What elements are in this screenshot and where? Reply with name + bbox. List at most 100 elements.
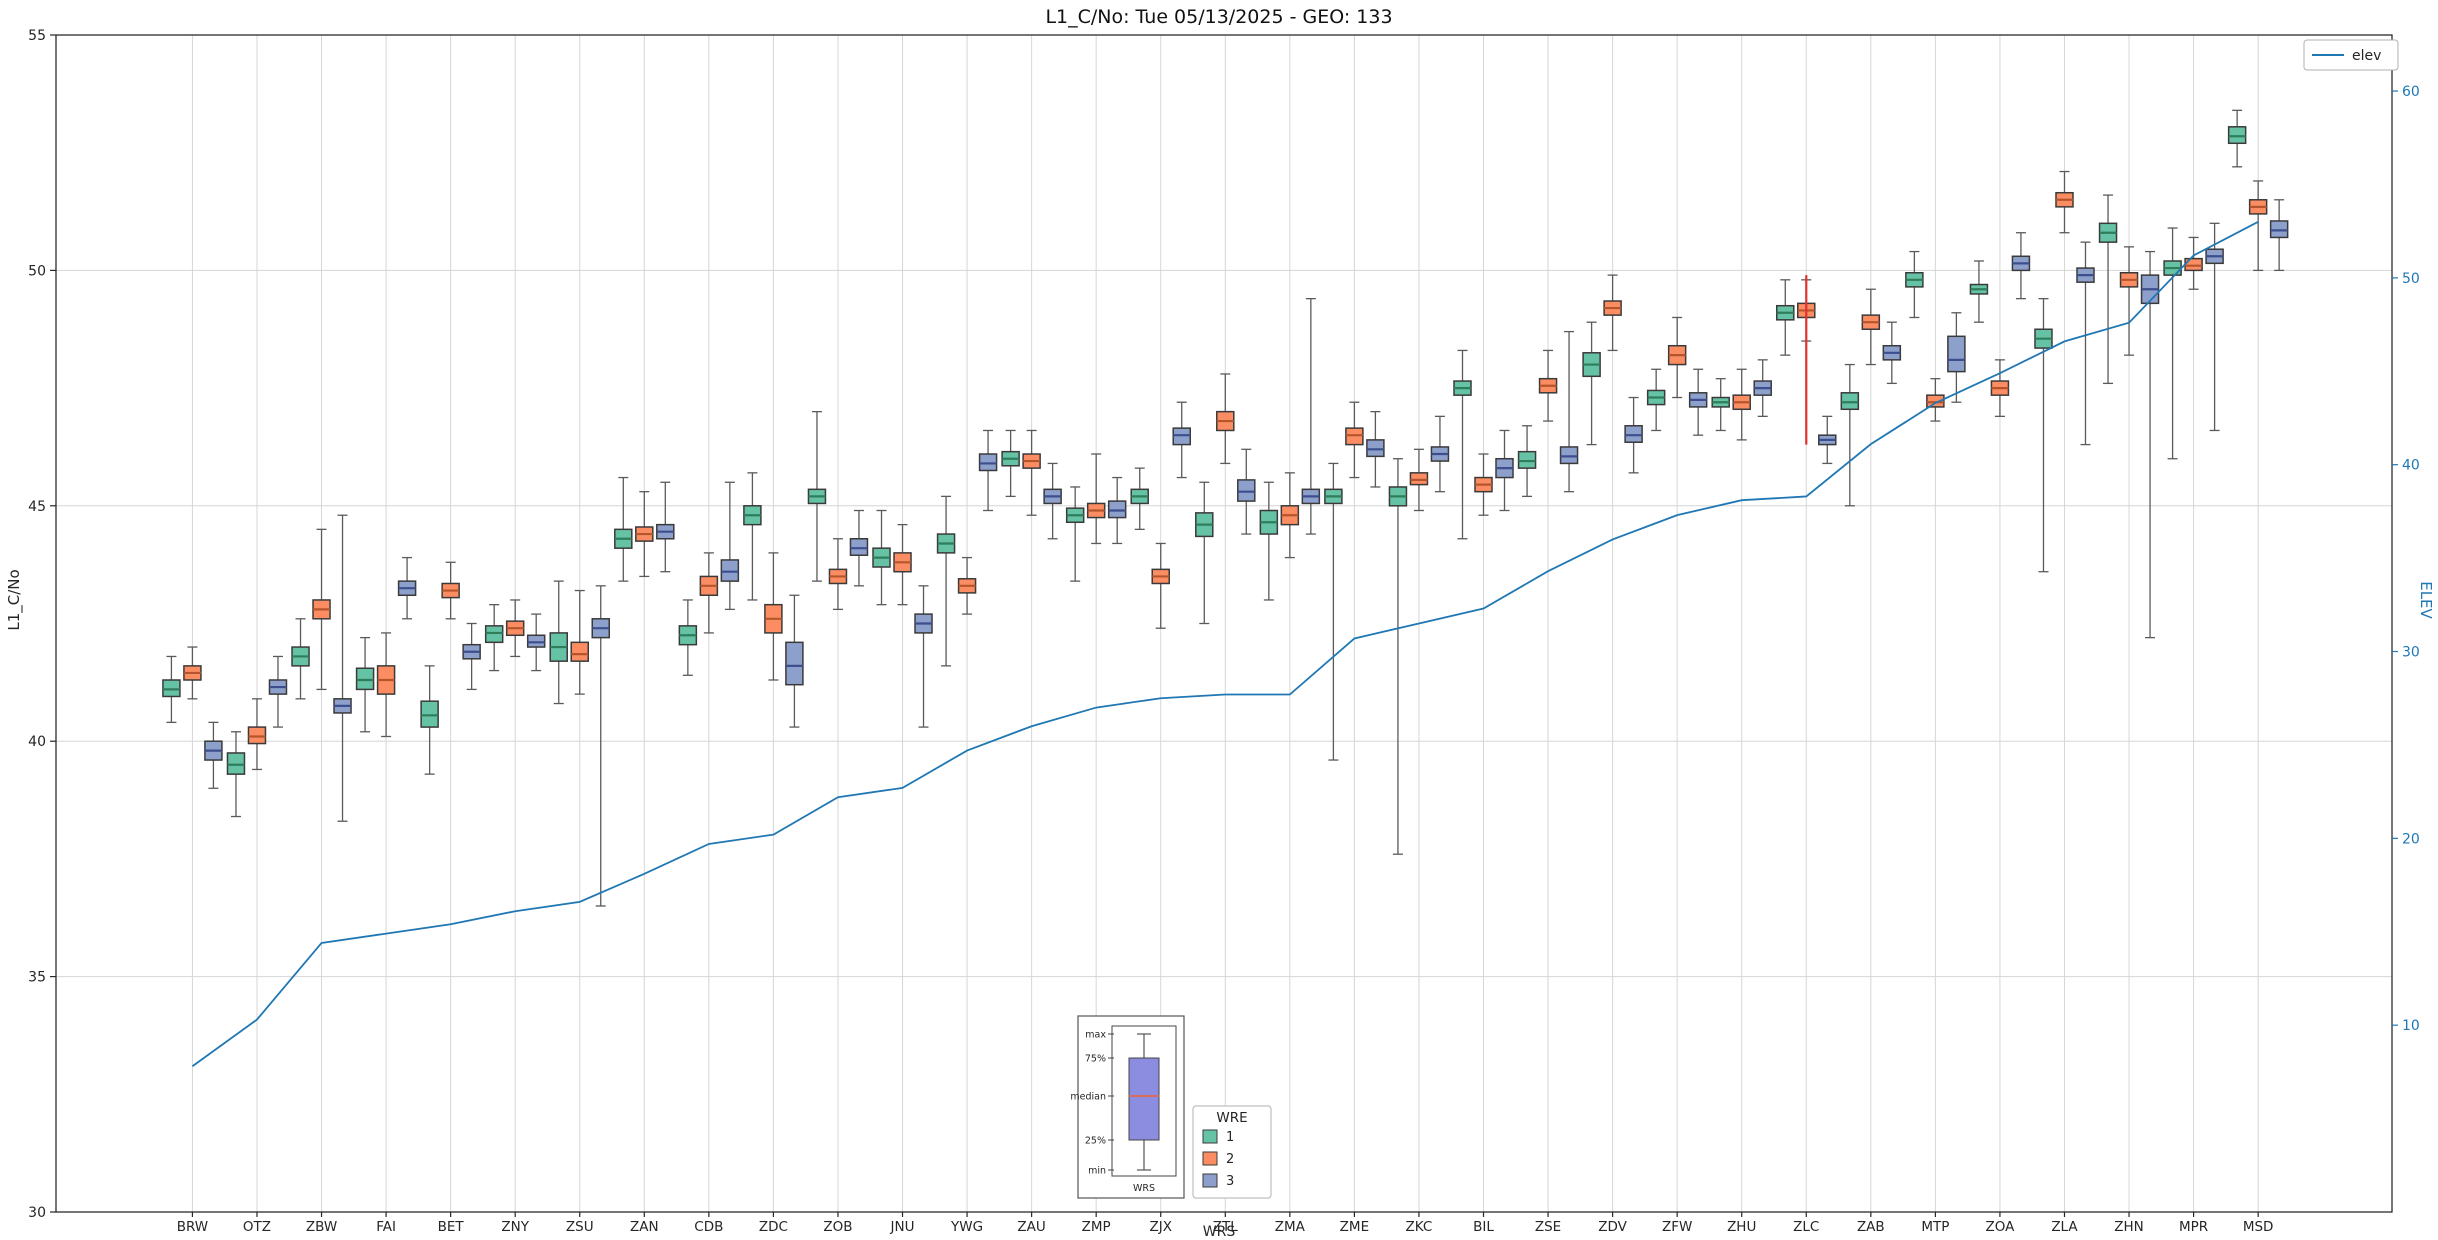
box-ZOB-wre3 xyxy=(849,538,869,556)
svg-text:ZJX: ZJX xyxy=(1149,1219,1171,1235)
box-ZME-wre3 xyxy=(1366,439,1385,458)
svg-text:OTZ: OTZ xyxy=(243,1219,271,1235)
svg-text:30: 30 xyxy=(2402,645,2420,661)
svg-text:ZAN: ZAN xyxy=(630,1219,659,1235)
inset-label-75pct: 75% xyxy=(1085,1054,1106,1065)
x-axis-label: WRS xyxy=(1202,1224,1236,1240)
svg-text:ZAU: ZAU xyxy=(1017,1219,1045,1235)
svg-text:YWG: YWG xyxy=(950,1219,983,1235)
wre-label-1: 1 xyxy=(1226,1130,1234,1145)
svg-text:ZOA: ZOA xyxy=(1985,1219,2015,1235)
chart-title: L1_C/No: Tue 05/13/2025 - GEO: 133 xyxy=(1045,6,1393,28)
svg-text:20: 20 xyxy=(2402,831,2420,847)
box-ZSE-wre1 xyxy=(1517,450,1537,469)
svg-text:BIL: BIL xyxy=(1473,1219,1494,1235)
wre-legend: WRE 1 2 3 xyxy=(1192,1105,1272,1199)
boxplot-series xyxy=(162,109,2289,907)
elev-legend-label: elev xyxy=(2352,48,2381,64)
box-FAI-wre1 xyxy=(355,667,375,691)
box-BRW-wre1 xyxy=(162,679,181,698)
box-ZKC-wre2 xyxy=(1409,472,1429,486)
svg-text:45: 45 xyxy=(28,499,46,515)
svg-text:50: 50 xyxy=(28,263,46,279)
box-ZAB-wre1 xyxy=(1840,392,1860,411)
plot-frame xyxy=(55,34,2393,1213)
inset-label-25pct: 25% xyxy=(1085,1136,1106,1147)
inset-xlabel: WRS xyxy=(1133,1183,1155,1194)
svg-text:ZHU: ZHU xyxy=(1727,1219,1756,1235)
svg-text:ZSU: ZSU xyxy=(566,1219,594,1235)
wre-group-1 xyxy=(162,109,2247,855)
svg-text:ZMA: ZMA xyxy=(1275,1219,1306,1235)
box-ZDC-wre3 xyxy=(785,641,804,686)
wre-swatch-1 xyxy=(1202,1129,1218,1144)
box-ZDV-wre3 xyxy=(1624,425,1643,443)
svg-text:MPR: MPR xyxy=(2179,1219,2208,1235)
gridlines xyxy=(56,34,2392,1213)
svg-text:10: 10 xyxy=(2402,1018,2420,1034)
inset-label-max: max xyxy=(1085,1030,1106,1041)
svg-text:ZSE: ZSE xyxy=(1535,1219,1561,1235)
svg-text:40: 40 xyxy=(28,734,46,750)
box-BET-wre1 xyxy=(420,700,439,728)
svg-text:ZTL: ZTL xyxy=(1213,1219,1238,1235)
boxplot-anatomy-inset: max 75% median 25% min WRS xyxy=(1070,1015,1185,1199)
box-OTZ-wre2 xyxy=(247,726,267,745)
svg-text:ZLC: ZLC xyxy=(1793,1219,1819,1235)
box-MTP-wre2 xyxy=(1926,394,1945,408)
svg-text:35: 35 xyxy=(28,970,46,986)
svg-text:JNU: JNU xyxy=(890,1219,915,1235)
svg-text:30: 30 xyxy=(28,1205,46,1221)
box-ZTL-wre3 xyxy=(1237,479,1256,502)
svg-text:ZMP: ZMP xyxy=(1082,1219,1111,1235)
svg-text:ZME: ZME xyxy=(1340,1219,1369,1235)
wre-legend-title: WRE xyxy=(1216,1110,1247,1126)
box-CDB-wre3 xyxy=(720,559,740,582)
svg-text:ZLA: ZLA xyxy=(2051,1219,2078,1235)
svg-text:FAI: FAI xyxy=(376,1219,396,1235)
wre-label-2: 2 xyxy=(1226,1152,1234,1167)
wre-group-3 xyxy=(204,199,2289,907)
svg-text:MSD: MSD xyxy=(2243,1219,2274,1235)
box-ZNY-wre1 xyxy=(484,625,504,644)
svg-text:50: 50 xyxy=(2402,271,2420,287)
svg-text:ZDC: ZDC xyxy=(759,1219,788,1235)
svg-text:ZNY: ZNY xyxy=(501,1219,529,1235)
svg-text:ZFW: ZFW xyxy=(1662,1219,1692,1235)
svg-text:ZBW: ZBW xyxy=(306,1219,337,1235)
inset-label-min: min xyxy=(1088,1166,1106,1177)
box-ZNY-wre3 xyxy=(526,634,546,648)
svg-text:BRW: BRW xyxy=(177,1219,208,1235)
svg-text:CDB: CDB xyxy=(694,1219,723,1235)
box-ZMP-wre3 xyxy=(1107,500,1127,519)
wre-swatch-2 xyxy=(1202,1151,1218,1166)
elev-line xyxy=(191,221,2259,1068)
y-axis-label-left: L1_C/No xyxy=(5,569,23,631)
box-MSD-wre1 xyxy=(2227,126,2247,145)
wre-label-3: 3 xyxy=(1226,1174,1234,1189)
svg-text:ZKC: ZKC xyxy=(1406,1219,1433,1235)
box-ZSE-wre3 xyxy=(1559,446,1579,465)
elev-legend: elev xyxy=(2303,39,2399,71)
inset-label-median: median xyxy=(1070,1092,1106,1103)
svg-text:ZDV: ZDV xyxy=(1598,1219,1627,1235)
box-ZME-wre2 xyxy=(1345,427,1364,446)
inset-sample-box xyxy=(1128,1057,1160,1141)
svg-text:60: 60 xyxy=(2402,84,2420,100)
box-ZSU-wre2 xyxy=(570,641,589,662)
wre-group-2 xyxy=(183,170,2268,771)
box-ZJX-wre3 xyxy=(1172,427,1191,446)
axis-ticks: 30 35 40 45 50 55 10 20 30 40 50 60 BRW OTZ ZBW FAI BET Z… xyxy=(28,28,2420,1235)
svg-text:ZOB: ZOB xyxy=(823,1219,852,1235)
svg-text:ZAB: ZAB xyxy=(1857,1219,1885,1235)
box-MTP-wre3 xyxy=(1947,335,1966,373)
svg-text:40: 40 xyxy=(2402,458,2420,474)
svg-text:ZHN: ZHN xyxy=(2114,1219,2144,1235)
svg-text:MTP: MTP xyxy=(1921,1219,1949,1235)
box-OTZ-wre1 xyxy=(226,752,246,775)
box-MSD-wre3 xyxy=(2269,220,2289,239)
box-YWG-wre3 xyxy=(978,453,998,472)
wre-swatch-3 xyxy=(1202,1173,1218,1188)
